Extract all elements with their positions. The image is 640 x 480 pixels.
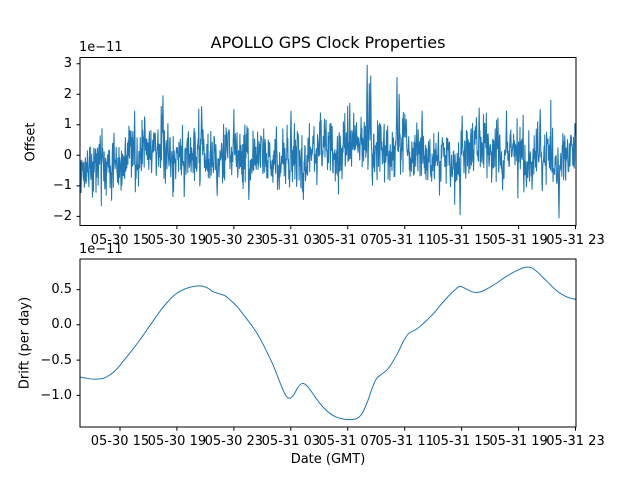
offset-y-tick-label: 3 [63,56,72,72]
offset-axes-spines [79,57,577,227]
drift-x-tick-label: 05-31 07 [318,433,377,449]
offset-x-tick-label: 05-30 23 [204,232,264,248]
drift-x-tick-label: 05-31 15 [432,433,491,449]
offset-tick-marks [76,63,576,230]
offset-x-tick-label: 05-31 11 [375,232,434,248]
offset-x-tick-label: 05-31 19 [489,232,548,248]
offset-x-tick-label: 05-30 19 [147,232,207,248]
drift-tick-marks [76,289,576,431]
chart-title: APOLLO GPS Clock Properties [210,33,446,52]
offset-y-tick-label: 1 [63,117,72,133]
offset-x-tick-label: 05-31 07 [318,232,377,248]
drift-axes-spines [79,258,577,428]
clock-offset-line [80,64,576,219]
drift-x-tick-label: 05-30 19 [147,433,207,449]
offset-axis-exponent-label: 1e−11 [79,40,123,55]
offset-x-tick-label: 05-31 15 [432,232,491,248]
offset-x-tick-label: 05-31 23 [546,232,605,248]
drift-axis-exponent-label: 1e−11 [79,242,123,257]
offset-y-tick-label: −2 [52,208,72,224]
offset-x-tick-label: 05-31 03 [261,232,321,248]
offset-y-tick-label: 0 [63,147,72,163]
drift-x-tick-label: 05-31 03 [261,433,321,449]
drift-y-tick-label: 0.5 [51,282,72,298]
offset-x-tick-label: 05-30 15 [90,232,150,248]
clock-drift-line [80,266,576,421]
drift-x-tick-label: 05-30 15 [90,433,150,449]
drift-y-tick-label: −1.0 [40,387,72,403]
drift-y-tick-label: 0.0 [51,317,72,333]
x-axis-label: Date (GMT) [290,452,366,467]
offset-y-tick-label: 2 [63,86,72,102]
offset-y-tick-label: −1 [52,178,72,194]
drift-y-tick-label: −0.5 [40,352,72,368]
drift-x-tick-label: 05-30 23 [204,433,264,449]
drift-x-tick-label: 05-31 19 [489,433,548,449]
drift-x-tick-label: 05-31 23 [546,433,605,449]
drift-x-tick-label: 05-31 11 [375,433,434,449]
